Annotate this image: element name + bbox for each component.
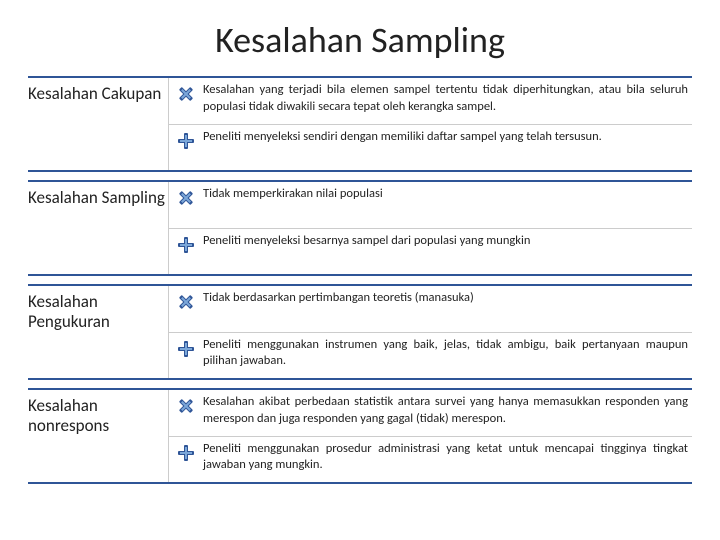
positive-item: Peneliti menyeleksi besarnya sampel dari… [169,228,692,275]
negative-text: Tidak berdasarkan pertimbangan teoretis … [203,290,474,307]
cross-icon [175,291,197,313]
section-items: Kesalahan akibat perbedaan statistik ant… [168,390,692,482]
rows-container: Kesalahan Cakupan Kesalahan yang terjadi… [28,76,692,484]
section-items: Tidak memperkirakan nilai populasi Penel… [168,182,692,274]
slide: Kesalahan Sampling Kesalahan Cakupan Kes… [0,0,720,540]
positive-item: Peneliti menggunakan prosedur administra… [169,436,692,483]
negative-text: Tidak memperkirakan nilai populasi [203,186,383,203]
positive-item: Peneliti menyeleksi sendiri dengan memil… [169,124,692,171]
section-row: Kesalahan Sampling Tidak memperkirakan n… [28,180,692,276]
section-items: Kesalahan yang terjadi bila elemen sampe… [168,78,692,170]
cross-icon [175,83,197,105]
negative-item: Tidak memperkirakan nilai populasi [169,182,692,228]
cross-icon [175,187,197,209]
section-label-cell: Kesalahan Sampling [28,182,168,274]
cross-icon [175,395,197,417]
plus-icon [175,338,197,360]
section-row: Kesalahan Cakupan Kesalahan yang terjadi… [28,76,692,172]
plus-icon [175,130,197,152]
negative-item: Kesalahan akibat perbedaan statistik ant… [169,390,692,436]
negative-text: Kesalahan yang terjadi bila elemen sampe… [203,82,688,116]
plus-icon [175,234,197,256]
plus-icon [175,442,197,464]
section-label-cell: Kesalahan nonrespons [28,390,168,482]
positive-text: Peneliti menyeleksi sendiri dengan memil… [203,129,602,146]
section-row: Kesalahan nonrespons Kesalahan akibat pe… [28,388,692,484]
section-label: Kesalahan Cakupan [28,84,161,104]
section-label-cell: Kesalahan Pengukuran [28,286,168,378]
section-label: Kesalahan Sampling [28,188,165,208]
section-items: Tidak berdasarkan pertimbangan teoretis … [168,286,692,378]
section-label-cell: Kesalahan Cakupan [28,78,168,170]
slide-title: Kesalahan Sampling [28,18,692,62]
positive-text: Peneliti menggunakan instrumen yang baik… [203,337,688,371]
positive-item: Peneliti menggunakan instrumen yang baik… [169,332,692,379]
negative-item: Tidak berdasarkan pertimbangan teoretis … [169,286,692,332]
positive-text: Peneliti menggunakan prosedur administra… [203,441,688,475]
section-label: Kesalahan nonrespons [28,396,168,437]
section-row: Kesalahan Pengukuran Tidak berdasarkan p… [28,284,692,380]
negative-text: Kesalahan akibat perbedaan statistik ant… [203,394,688,428]
negative-item: Kesalahan yang terjadi bila elemen sampe… [169,78,692,124]
section-label: Kesalahan Pengukuran [28,292,168,333]
positive-text: Peneliti menyeleksi besarnya sampel dari… [203,233,530,250]
